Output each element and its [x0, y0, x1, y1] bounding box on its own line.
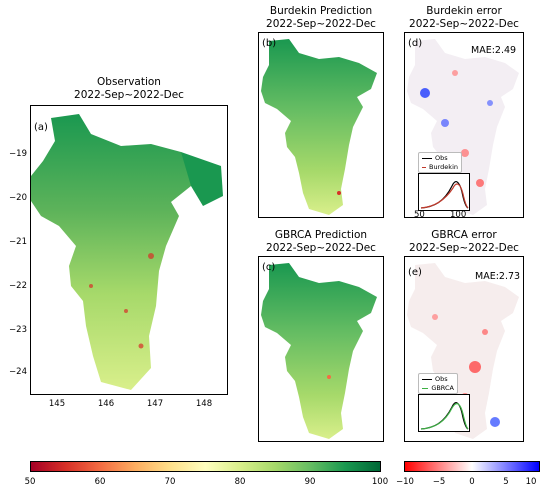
burdekin-distribution-plot — [420, 181, 469, 209]
value-colorbar-tick: 50 — [24, 477, 36, 487]
burdekin-distribution-inset — [418, 173, 470, 211]
burdekin-error-title: Burdekin error 2022-Sep~2022-Dec — [409, 5, 519, 30]
error-colorbar-tick: −5 — [432, 477, 446, 487]
y-tick: −21 — [9, 237, 27, 247]
observation-map — [31, 114, 223, 390]
x-tick: 147 — [146, 399, 164, 409]
burdekin-error-map — [407, 39, 519, 215]
obs-title: Observation 2022-Sep~2022-Dec — [74, 76, 184, 101]
gbrca-mae: MAE:2.73 — [475, 271, 521, 282]
burdekin-inset-legend: Obs Burdekin — [418, 152, 462, 173]
x-tick: 146 — [97, 399, 115, 409]
value-colorbar-tick: 80 — [234, 477, 246, 487]
burdekin-prediction-panel: (b) — [258, 32, 384, 218]
gbrca-error-title: GBRCA error 2022-Sep~2022-Dec — [409, 229, 519, 254]
value-colorbar-tick: 70 — [164, 477, 176, 487]
error-colorbar-tick: 10 — [525, 477, 537, 487]
value-colorbar — [30, 461, 381, 472]
gbrca-error-panel: (e) MAE:2.73 — [404, 256, 524, 442]
error-colorbar-tick: 5 — [503, 477, 509, 487]
x-tick: 148 — [195, 399, 213, 409]
gbrca-prediction-title: GBRCA Prediction 2022-Sep~2022-Dec — [266, 229, 376, 254]
error-colorbar-tick: −10 — [396, 477, 414, 487]
y-tick: −22 — [9, 281, 27, 291]
burdekin-mae: MAE:2.49 — [471, 45, 517, 56]
value-colorbar-tick: 100 — [371, 477, 389, 487]
burdekin-prediction-map — [261, 39, 377, 215]
y-tick: −23 — [9, 325, 27, 335]
inset-x-tick: 50 — [414, 210, 425, 220]
panel-b-label: (b) — [262, 38, 277, 49]
x-tick: 145 — [48, 399, 66, 409]
panel-c-label: (c) — [262, 262, 276, 273]
gbrca-prediction-panel: (c) — [258, 256, 384, 442]
error-colorbar — [404, 461, 540, 472]
panel-d-label: (d) — [408, 38, 423, 49]
burdekin-prediction-title: Burdekin Prediction 2022-Sep~2022-Dec — [266, 5, 376, 30]
y-tick: −24 — [9, 367, 27, 377]
inset-x-tick: 100 — [450, 210, 467, 220]
error-colorbar-tick: 0 — [469, 477, 475, 487]
observation-map-panel: (a) — [30, 105, 228, 395]
y-tick: −19 — [9, 149, 27, 159]
gbrca-distribution-plot — [420, 402, 469, 430]
gbrca-prediction-map — [261, 263, 377, 439]
value-colorbar-tick: 90 — [304, 477, 316, 487]
panel-e-label: (e) — [408, 267, 422, 278]
gbrca-distribution-inset — [418, 394, 470, 432]
gbrca-inset-legend: Obs GBRCA — [418, 373, 458, 394]
value-colorbar-tick: 60 — [94, 477, 106, 487]
panel-a-label: (a) — [34, 122, 48, 133]
y-tick: −20 — [9, 193, 27, 203]
